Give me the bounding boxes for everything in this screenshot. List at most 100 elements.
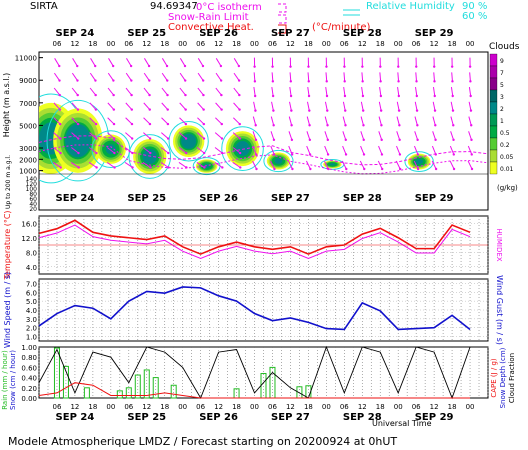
wind-arrow-head xyxy=(452,153,455,156)
hour-label: 18 xyxy=(376,40,385,48)
hour-label: 12 xyxy=(214,403,223,411)
wind-arrow-head xyxy=(361,65,364,68)
hour-label: 12 xyxy=(286,40,295,48)
wind-arrow xyxy=(161,87,168,96)
wind-arrow xyxy=(125,117,133,125)
y-tick: 4.0 xyxy=(26,307,37,315)
y-tick: 4.0 xyxy=(26,264,37,272)
isotherm-line xyxy=(39,135,488,166)
colorbar-unit: (g/kg) xyxy=(497,184,518,192)
wind-arrow-head xyxy=(112,79,115,82)
wind-arrow-head xyxy=(111,64,115,68)
rain-bar xyxy=(152,377,159,399)
wind-arrow xyxy=(53,102,61,110)
wind-arrow-head xyxy=(326,153,330,156)
wind-arrow-head xyxy=(112,93,115,97)
hour-label: 06 xyxy=(268,40,277,48)
hour-label: 00 xyxy=(394,40,403,48)
hour-label: 06 xyxy=(196,40,205,48)
wind-arrow xyxy=(469,72,471,82)
wind-arrow-head xyxy=(416,167,420,171)
wind-arrow xyxy=(396,116,400,126)
low-height-tick: 100 xyxy=(26,186,38,193)
wind-arrow-head xyxy=(94,108,98,111)
wind-arrow xyxy=(342,131,347,141)
wind-arrow xyxy=(233,117,241,125)
wind-arrow xyxy=(124,162,133,168)
wind-arrow xyxy=(306,145,311,155)
universal-time-label: Universal Time xyxy=(372,419,432,428)
wind-arrow-head xyxy=(469,94,472,98)
cloud-ylabel-main: Height (m a.s.l.) xyxy=(2,73,11,138)
wind-arrow xyxy=(142,162,151,168)
wind-arrow xyxy=(161,132,169,139)
height-tick: 9000 xyxy=(19,77,37,85)
wind-arrow xyxy=(125,72,132,81)
rain-bar xyxy=(62,365,69,399)
wind-arrow xyxy=(106,162,115,168)
wind-arrow-head xyxy=(290,124,293,127)
wind-arrow-head xyxy=(291,167,294,171)
rain-bar xyxy=(170,384,177,399)
hour-label: 06 xyxy=(412,403,421,411)
hour-label: 12 xyxy=(70,403,79,411)
wind-arrow xyxy=(253,72,256,82)
wind-arrow xyxy=(450,101,454,111)
wind-arrow xyxy=(413,160,419,170)
wind-arrow-head xyxy=(451,80,454,83)
wind-arrow xyxy=(143,72,150,81)
wind-arrow-head xyxy=(289,65,292,68)
bottom-hour-labels: 06 12 18 00 06 12 18 00 06 12 18 00 06 12 18 00 06 12 18 00… xyxy=(52,403,474,411)
colorbar-swatch xyxy=(489,53,498,67)
wind-arrow xyxy=(89,117,97,125)
wind-arrow-head xyxy=(112,122,116,126)
wind-arrow-head xyxy=(238,122,241,126)
wind-arrow xyxy=(214,162,223,168)
rh-contour xyxy=(221,126,264,171)
cape-ylabel: CAPE (J / g) xyxy=(490,358,498,398)
wind-arrow-head xyxy=(166,79,169,82)
wind-arrow xyxy=(415,72,418,82)
wind-arrow xyxy=(197,72,204,81)
wind-arrow-head xyxy=(183,64,187,68)
wind-arrow xyxy=(233,87,240,96)
wind-arrow xyxy=(325,72,328,82)
hour-label: 06 xyxy=(268,403,277,411)
wind-arrow-head xyxy=(95,151,98,155)
wind-arrow-head xyxy=(415,94,419,98)
wind-arrow xyxy=(307,87,310,97)
wind-arrow xyxy=(125,102,133,110)
wind-arrow-head xyxy=(416,153,420,156)
wind-arrow-head xyxy=(77,137,80,140)
wind-arrow xyxy=(214,147,223,154)
hour-label: 18 xyxy=(88,40,97,48)
wind-arrow-head xyxy=(344,153,348,156)
wind-arrow-head xyxy=(433,80,436,83)
wind-arrow xyxy=(396,145,401,155)
wind-arrow xyxy=(53,132,61,139)
colorbar-label: 0.01 xyxy=(500,166,514,173)
colorbar-swatch xyxy=(489,125,498,139)
wind-arrow-head xyxy=(129,64,133,68)
wind-arrow-head xyxy=(220,93,223,97)
height-tick: 7000 xyxy=(19,100,37,108)
wind-arrow xyxy=(252,145,257,155)
hour-label: 18 xyxy=(304,40,313,48)
wind-arrow xyxy=(450,131,455,141)
wind-arrow xyxy=(179,117,187,125)
wind-arrow-head xyxy=(184,122,188,126)
wind-arrow-head xyxy=(255,167,258,171)
wind-arrow-head xyxy=(148,137,152,140)
wind-arrow xyxy=(378,101,382,111)
wind-arrow-head xyxy=(380,138,383,142)
wind-arrow xyxy=(270,116,275,126)
wind-arrow xyxy=(197,58,204,67)
precipitation-chart: 1.00 0.80 0.60 0.40 0.20 0.00 xyxy=(21,344,489,403)
hour-label: 12 xyxy=(430,403,439,411)
y-tick: 7.0 xyxy=(26,280,37,288)
wind-arrow xyxy=(178,147,187,154)
wind-arrow xyxy=(233,72,240,81)
wind-arrow xyxy=(71,102,79,110)
rain-bar xyxy=(143,369,150,399)
temperature-ylabel: Temperature (°C) xyxy=(3,210,12,280)
